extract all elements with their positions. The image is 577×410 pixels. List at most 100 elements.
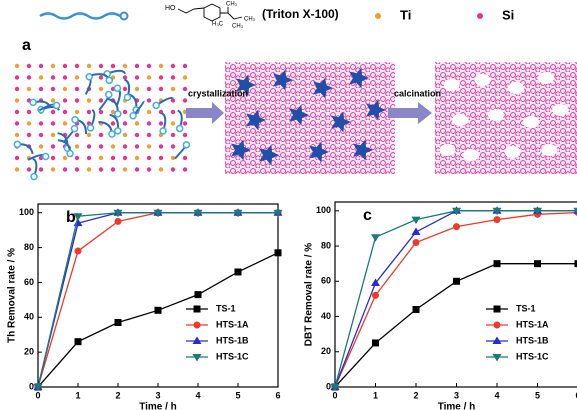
marker	[33, 384, 43, 392]
atom	[146, 63, 152, 69]
x-tick-label: 3	[454, 390, 459, 400]
marker	[371, 278, 380, 287]
x-tick-label: 6	[275, 390, 280, 400]
y-tick-label: 80	[24, 242, 34, 252]
atom	[170, 86, 176, 92]
marker	[194, 291, 202, 299]
y-tick-label: 100	[19, 207, 34, 217]
atom	[14, 121, 20, 126]
head	[71, 116, 79, 124]
head-icon	[119, 11, 129, 21]
atom	[14, 86, 20, 92]
atom	[38, 167, 44, 172]
atom	[122, 75, 128, 80]
x-tick-label: 6	[575, 390, 577, 400]
head	[182, 141, 191, 149]
atom	[182, 121, 188, 126]
atom	[26, 75, 32, 80]
atom	[62, 109, 68, 115]
ti-dot	[375, 13, 381, 19]
marker	[193, 209, 203, 218]
pore	[552, 104, 569, 116]
atom	[158, 75, 164, 80]
atom	[74, 98, 80, 103]
atom	[170, 63, 176, 69]
head	[85, 73, 93, 81]
marker	[234, 268, 242, 276]
atom	[86, 63, 92, 69]
atom	[110, 167, 116, 172]
blob	[309, 141, 329, 163]
head	[129, 111, 137, 120]
legend-label: TS-1	[516, 303, 536, 313]
pore	[439, 144, 456, 156]
atom	[98, 109, 104, 115]
atom	[50, 86, 56, 92]
structure-label: CH₃	[232, 24, 244, 30]
legend-label: HTS-1B	[516, 335, 549, 345]
marker	[274, 249, 282, 257]
atom	[50, 155, 56, 161]
atom	[14, 132, 20, 138]
x-tick-label: 0	[332, 390, 337, 400]
atom	[98, 155, 104, 161]
head	[114, 110, 122, 118]
si-dot	[477, 13, 483, 19]
atom	[122, 109, 128, 115]
pore	[523, 116, 540, 128]
atom	[62, 121, 68, 126]
marker	[534, 260, 541, 268]
atom	[62, 63, 68, 69]
blob	[236, 74, 256, 96]
head	[152, 101, 160, 110]
atom	[74, 109, 80, 115]
atom	[74, 63, 80, 69]
atom	[98, 98, 104, 103]
atom	[170, 132, 176, 138]
atom	[98, 63, 104, 69]
atom	[122, 155, 128, 161]
atom	[110, 155, 116, 161]
atom	[170, 109, 176, 115]
atom	[26, 63, 32, 69]
atom	[146, 75, 152, 80]
legend-label: HTS-1A	[216, 319, 249, 329]
atom	[86, 98, 92, 103]
atom	[62, 167, 68, 172]
si-label: Si	[502, 7, 514, 22]
marker	[154, 306, 162, 314]
atom	[146, 155, 152, 161]
structure-label: CH₃	[244, 17, 256, 23]
blob	[366, 99, 386, 121]
head	[113, 84, 122, 92]
atom	[26, 132, 32, 138]
atom	[158, 167, 164, 172]
marker	[113, 209, 123, 218]
marker	[74, 338, 82, 346]
atom	[86, 109, 92, 115]
atom	[14, 75, 20, 80]
atom	[122, 86, 128, 92]
atom	[158, 155, 164, 161]
marker	[573, 207, 577, 214]
atom	[182, 63, 188, 69]
marker	[411, 227, 421, 235]
atom	[134, 75, 140, 80]
pore	[474, 74, 491, 86]
step-label: crystallization	[188, 88, 248, 98]
atom	[170, 144, 176, 149]
atom	[146, 167, 152, 172]
marker	[371, 234, 380, 242]
atom	[122, 63, 128, 69]
atom	[50, 98, 56, 103]
atom	[50, 121, 56, 126]
atom	[170, 155, 176, 161]
blob	[349, 67, 369, 89]
atom	[182, 132, 188, 138]
atom	[26, 121, 32, 126]
atom	[134, 63, 140, 69]
atom	[134, 132, 140, 138]
atom	[14, 155, 20, 161]
atom	[98, 167, 104, 172]
